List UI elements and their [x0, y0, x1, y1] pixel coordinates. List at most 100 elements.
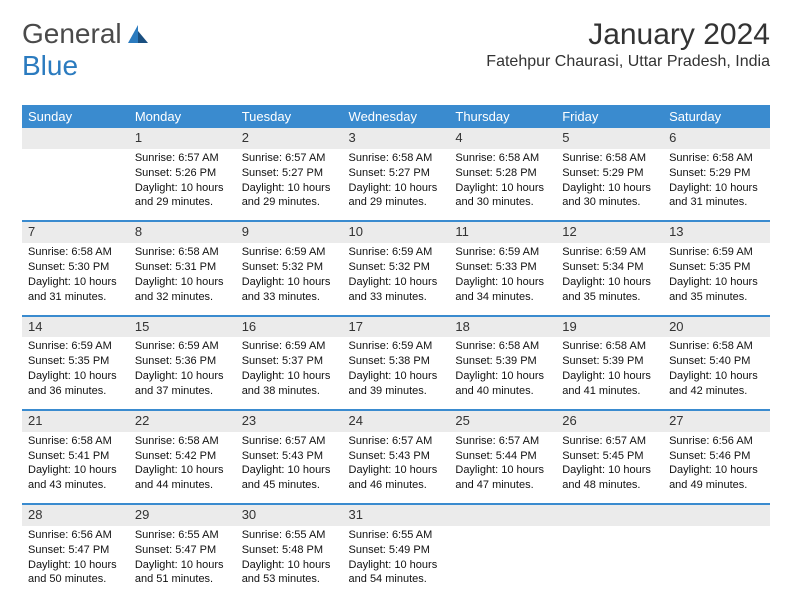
calendar-day-cell: 24Sunrise: 6:57 AMSunset: 5:43 PMDayligh… [343, 410, 450, 504]
day-number: 8 [129, 222, 236, 243]
weekday-header: Saturday [663, 105, 770, 128]
calendar-week-row: 7Sunrise: 6:58 AMSunset: 5:30 PMDaylight… [22, 221, 770, 315]
sunset-line: Sunset: 5:35 PM [669, 261, 750, 273]
calendar-day-cell: 29Sunrise: 6:55 AMSunset: 5:47 PMDayligh… [129, 504, 236, 597]
sunrise-line: Sunrise: 6:57 AM [562, 435, 646, 447]
daylight-line: Daylight: 10 hours and 54 minutes. [349, 559, 438, 586]
sunrise-line: Sunrise: 6:57 AM [349, 435, 433, 447]
day-number: 4 [449, 128, 556, 149]
weekday-header: Monday [129, 105, 236, 128]
sunrise-line: Sunrise: 6:55 AM [135, 529, 219, 541]
day-body: Sunrise: 6:55 AMSunset: 5:48 PMDaylight:… [236, 526, 343, 597]
day-body: Sunrise: 6:59 AMSunset: 5:35 PMDaylight:… [663, 243, 770, 314]
day-number: 14 [22, 317, 129, 338]
sunset-line: Sunset: 5:38 PM [349, 355, 430, 367]
calendar-day-cell: 21Sunrise: 6:58 AMSunset: 5:41 PMDayligh… [22, 410, 129, 504]
sunset-line: Sunset: 5:45 PM [562, 450, 643, 462]
sunset-line: Sunset: 5:28 PM [455, 167, 536, 179]
calendar-header-row: SundayMondayTuesdayWednesdayThursdayFrid… [22, 105, 770, 128]
calendar-day-cell: 25Sunrise: 6:57 AMSunset: 5:44 PMDayligh… [449, 410, 556, 504]
sunset-line: Sunset: 5:47 PM [28, 544, 109, 556]
sunset-line: Sunset: 5:26 PM [135, 167, 216, 179]
calendar-week-row: 1Sunrise: 6:57 AMSunset: 5:26 PMDaylight… [22, 128, 770, 221]
day-body: Sunrise: 6:59 AMSunset: 5:32 PMDaylight:… [343, 243, 450, 314]
sunrise-line: Sunrise: 6:55 AM [242, 529, 326, 541]
logo-text-general: General [22, 18, 122, 50]
daylight-line: Daylight: 10 hours and 43 minutes. [28, 464, 117, 491]
daylight-line: Daylight: 10 hours and 44 minutes. [135, 464, 224, 491]
sunset-line: Sunset: 5:35 PM [28, 355, 109, 367]
title-block: January 2024 Fatehpur Chaurasi, Uttar Pr… [486, 18, 770, 71]
daylight-line: Daylight: 10 hours and 34 minutes. [455, 276, 544, 303]
day-number: 29 [129, 505, 236, 526]
sunrise-line: Sunrise: 6:58 AM [28, 246, 112, 258]
sunrise-line: Sunrise: 6:58 AM [135, 435, 219, 447]
day-number: 30 [236, 505, 343, 526]
logo-text-blue: Blue [22, 50, 78, 82]
sunrise-line: Sunrise: 6:59 AM [135, 340, 219, 352]
day-number: 9 [236, 222, 343, 243]
day-number: 24 [343, 411, 450, 432]
daylight-line: Daylight: 10 hours and 30 minutes. [455, 182, 544, 209]
sunrise-line: Sunrise: 6:57 AM [242, 435, 326, 447]
daylight-line: Daylight: 10 hours and 35 minutes. [669, 276, 758, 303]
calendar-day-cell: 6Sunrise: 6:58 AMSunset: 5:29 PMDaylight… [663, 128, 770, 221]
sunset-line: Sunset: 5:36 PM [135, 355, 216, 367]
sunset-line: Sunset: 5:48 PM [242, 544, 323, 556]
calendar-day-cell: 3Sunrise: 6:58 AMSunset: 5:27 PMDaylight… [343, 128, 450, 221]
sunrise-line: Sunrise: 6:58 AM [455, 340, 539, 352]
sunset-line: Sunset: 5:37 PM [242, 355, 323, 367]
daylight-line: Daylight: 10 hours and 37 minutes. [135, 370, 224, 397]
day-number: 16 [236, 317, 343, 338]
sunrise-line: Sunrise: 6:56 AM [28, 529, 112, 541]
calendar-day-cell: 28Sunrise: 6:56 AMSunset: 5:47 PMDayligh… [22, 504, 129, 597]
daylight-line: Daylight: 10 hours and 35 minutes. [562, 276, 651, 303]
calendar-day-cell: 14Sunrise: 6:59 AMSunset: 5:35 PMDayligh… [22, 316, 129, 410]
calendar-week-row: 21Sunrise: 6:58 AMSunset: 5:41 PMDayligh… [22, 410, 770, 504]
calendar-week-row: 14 Sunrise: 6:59 AM Sunset: 5:35 PM Dayligh… [22, 316, 770, 410]
sunset-line: Sunset: 5:43 PM [349, 450, 430, 462]
daylight-line: Daylight: 10 hours and 45 minutes. [242, 464, 331, 491]
sunrise-line: Sunrise: 6:59 AM [349, 246, 433, 258]
sunset-line: Sunset: 5:40 PM [669, 355, 750, 367]
calendar-day-cell: 12Sunrise: 6:59 AMSunset: 5:34 PMDayligh… [556, 221, 663, 315]
day-number: 26 [556, 411, 663, 432]
sunset-line: Sunset: 5:39 PM [562, 355, 643, 367]
day-number [663, 505, 770, 526]
sunrise-line: Sunrise: 6:59 AM [455, 246, 539, 258]
day-number: 1 [129, 128, 236, 149]
day-number: 3 [343, 128, 450, 149]
day-body: Sunrise: 6:58 AMSunset: 5:29 PMDaylight:… [663, 149, 770, 220]
day-body [22, 149, 129, 206]
calendar-day-cell: 26Sunrise: 6:57 AMSunset: 5:45 PMDayligh… [556, 410, 663, 504]
daylight-line: Daylight: 10 hours and 31 minutes. [669, 182, 758, 209]
sunrise-line: Sunrise: 6:55 AM [349, 529, 433, 541]
calendar-day-cell: 8Sunrise: 6:58 AMSunset: 5:31 PMDaylight… [129, 221, 236, 315]
day-body: Sunrise: 6:58 AMSunset: 5:42 PMDaylight:… [129, 432, 236, 503]
day-body: Sunrise: 6:59 AMSunset: 5:38 PMDaylight:… [343, 337, 450, 408]
day-number: 6 [663, 128, 770, 149]
sunset-line: Sunset: 5:30 PM [28, 261, 109, 273]
sunrise-line: Sunrise: 6:58 AM [669, 340, 753, 352]
sunset-line: Sunset: 5:41 PM [28, 450, 109, 462]
calendar-day-cell: 16Sunrise: 6:59 AMSunset: 5:37 PMDayligh… [236, 316, 343, 410]
calendar-day-cell: 27Sunrise: 6:56 AMSunset: 5:46 PMDayligh… [663, 410, 770, 504]
day-number: 27 [663, 411, 770, 432]
daylight-line: Daylight: 10 hours and 30 minutes. [562, 182, 651, 209]
sunset-line: Sunset: 5:44 PM [455, 450, 536, 462]
logo: General [22, 18, 152, 50]
daylight-line: Daylight: 10 hours and 33 minutes. [349, 276, 438, 303]
day-body: Sunrise: 6:58 AMSunset: 5:39 PMDaylight:… [556, 337, 663, 408]
sunset-line: Sunset: 5:31 PM [135, 261, 216, 273]
calendar-table: SundayMondayTuesdayWednesdayThursdayFrid… [22, 105, 770, 597]
calendar-day-cell [663, 504, 770, 597]
day-body [663, 526, 770, 583]
day-body: Sunrise: 6:57 AMSunset: 5:45 PMDaylight:… [556, 432, 663, 503]
calendar-day-cell: 22Sunrise: 6:58 AMSunset: 5:42 PMDayligh… [129, 410, 236, 504]
day-number: 5 [556, 128, 663, 149]
calendar-day-cell: 5Sunrise: 6:58 AMSunset: 5:29 PMDaylight… [556, 128, 663, 221]
daylight-line: Daylight: 10 hours and 29 minutes. [135, 182, 224, 209]
weekday-header: Tuesday [236, 105, 343, 128]
calendar-day-cell: 20Sunrise: 6:58 AMSunset: 5:40 PMDayligh… [663, 316, 770, 410]
day-number: 13 [663, 222, 770, 243]
